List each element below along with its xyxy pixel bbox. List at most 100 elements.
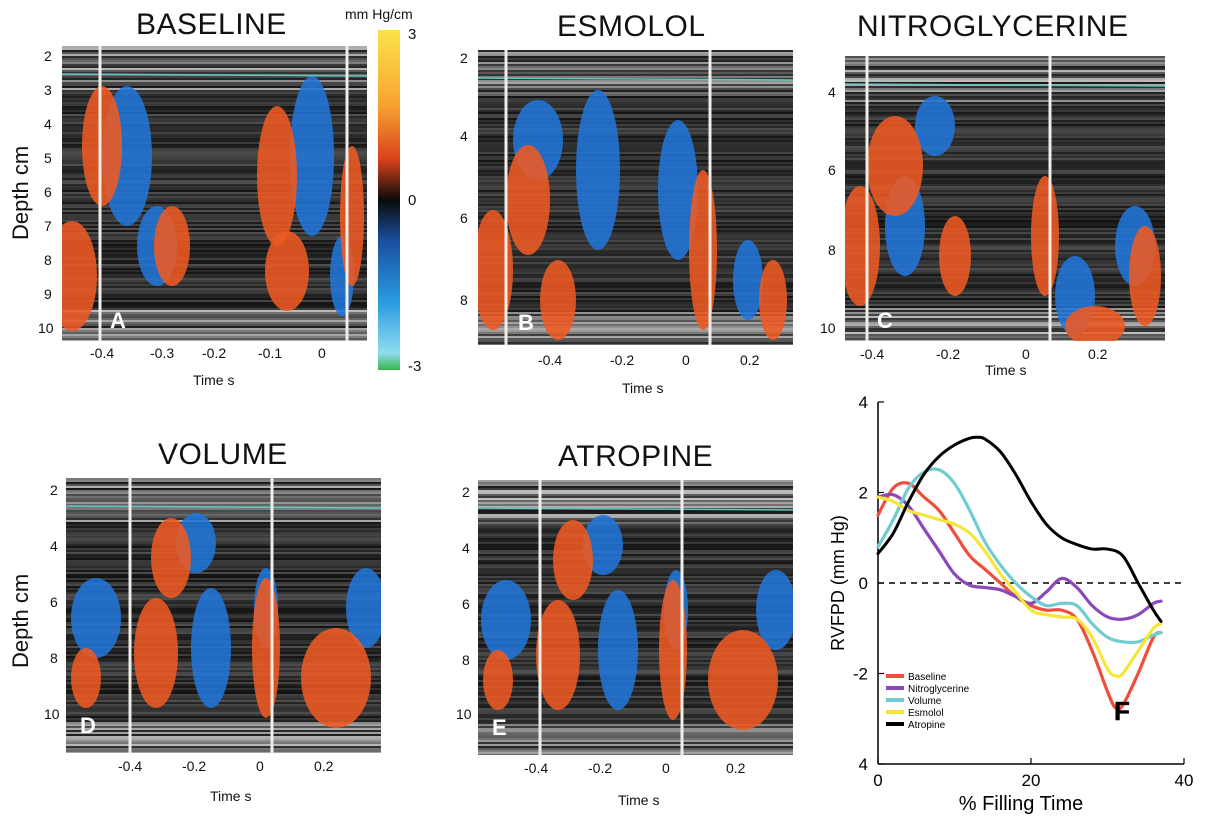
ecg-trace bbox=[62, 73, 367, 77]
texture-band bbox=[845, 156, 1165, 158]
texture-band bbox=[478, 534, 793, 536]
texture-band bbox=[478, 210, 793, 212]
texture-band bbox=[478, 276, 793, 278]
texture-band bbox=[66, 748, 381, 750]
texture-band bbox=[66, 550, 381, 552]
texture-band bbox=[62, 148, 367, 150]
texture-band bbox=[478, 314, 793, 316]
texture-band bbox=[62, 198, 367, 200]
texture-band bbox=[845, 254, 1165, 256]
texture-band bbox=[478, 288, 793, 290]
texture-band bbox=[66, 578, 381, 580]
texture-band bbox=[845, 142, 1165, 144]
texture-band bbox=[478, 254, 793, 256]
texture-band bbox=[478, 162, 793, 164]
texture-band bbox=[478, 268, 793, 270]
texture-band bbox=[478, 706, 793, 708]
texture-band bbox=[845, 182, 1165, 184]
texture-band bbox=[62, 212, 367, 214]
texture-band bbox=[478, 70, 793, 72]
texture-band bbox=[845, 172, 1165, 174]
texture-band bbox=[62, 246, 367, 248]
texture-band bbox=[845, 340, 1165, 341]
texture-band bbox=[478, 252, 793, 254]
texture-band bbox=[478, 100, 793, 102]
texture-band bbox=[845, 112, 1165, 114]
texture-band bbox=[845, 194, 1165, 196]
doppler-blob bbox=[536, 600, 580, 710]
texture-band bbox=[845, 308, 1165, 310]
xtick: 0.2 bbox=[314, 758, 334, 774]
x-tick-label: 20 bbox=[1022, 771, 1041, 790]
texture-band bbox=[62, 220, 367, 222]
panel-letter: D bbox=[80, 713, 96, 738]
texture-band bbox=[845, 98, 1165, 100]
xtick: -0.4 bbox=[90, 345, 115, 361]
xtick: -0.2 bbox=[202, 345, 227, 361]
texture-band bbox=[478, 230, 793, 232]
texture-band bbox=[845, 150, 1165, 152]
texture-band bbox=[478, 552, 793, 554]
doppler-blob bbox=[346, 568, 381, 648]
mmode-panel-nitroglycerine: C bbox=[845, 56, 1165, 341]
texture-band bbox=[62, 226, 367, 228]
xtick: -0.4 bbox=[118, 758, 143, 774]
texture-band bbox=[478, 82, 793, 84]
texture-band bbox=[62, 252, 367, 254]
texture-band bbox=[62, 208, 367, 210]
texture-band bbox=[478, 142, 793, 144]
texture-band bbox=[478, 540, 793, 542]
texture-band bbox=[478, 710, 793, 712]
texture-band bbox=[62, 280, 367, 282]
texture-band bbox=[478, 720, 793, 722]
ytick: 6 bbox=[460, 210, 468, 226]
texture-band bbox=[478, 144, 793, 146]
texture-band bbox=[845, 274, 1165, 276]
texture-band bbox=[478, 544, 793, 546]
texture-band bbox=[66, 502, 381, 504]
texture-band bbox=[66, 746, 381, 748]
texture-band bbox=[66, 538, 381, 540]
texture-band bbox=[478, 482, 793, 484]
x-axis-label-c: Time s bbox=[985, 362, 1027, 378]
texture-band bbox=[62, 88, 367, 90]
texture-band bbox=[845, 224, 1165, 226]
texture-band bbox=[478, 292, 793, 294]
texture-band bbox=[66, 588, 381, 590]
texture-band bbox=[62, 152, 367, 154]
xtick: 0.2 bbox=[1088, 346, 1108, 362]
texture-band bbox=[62, 172, 367, 174]
texture-band bbox=[845, 184, 1165, 186]
texture-band bbox=[62, 274, 367, 276]
texture-band bbox=[478, 502, 793, 504]
texture-band bbox=[478, 282, 793, 284]
texture-band bbox=[62, 120, 367, 122]
texture-band bbox=[478, 738, 793, 740]
texture-band bbox=[845, 248, 1165, 250]
texture-band bbox=[478, 216, 793, 218]
y-axis-label-bottom: Depth cm bbox=[8, 573, 33, 668]
texture-band bbox=[62, 162, 367, 164]
texture-band bbox=[66, 494, 381, 496]
texture-band bbox=[845, 328, 1165, 330]
texture-band bbox=[478, 700, 793, 702]
texture-band bbox=[478, 538, 793, 540]
texture-band bbox=[478, 730, 793, 732]
texture-band bbox=[478, 88, 793, 90]
texture-band bbox=[845, 276, 1165, 278]
texture-band bbox=[845, 76, 1165, 78]
doppler-blob bbox=[191, 588, 231, 708]
texture-band bbox=[478, 220, 793, 222]
texture-band bbox=[62, 70, 367, 72]
texture-band bbox=[62, 76, 367, 78]
texture-band bbox=[62, 272, 367, 274]
texture-band bbox=[845, 324, 1165, 326]
texture-band bbox=[845, 298, 1165, 300]
texture-band bbox=[62, 154, 367, 156]
texture-band bbox=[478, 514, 793, 516]
texture-band bbox=[62, 142, 367, 144]
xtick: -0.2 bbox=[588, 760, 613, 776]
texture-band bbox=[66, 560, 381, 562]
texture-band bbox=[478, 610, 793, 612]
texture-band bbox=[62, 166, 367, 168]
